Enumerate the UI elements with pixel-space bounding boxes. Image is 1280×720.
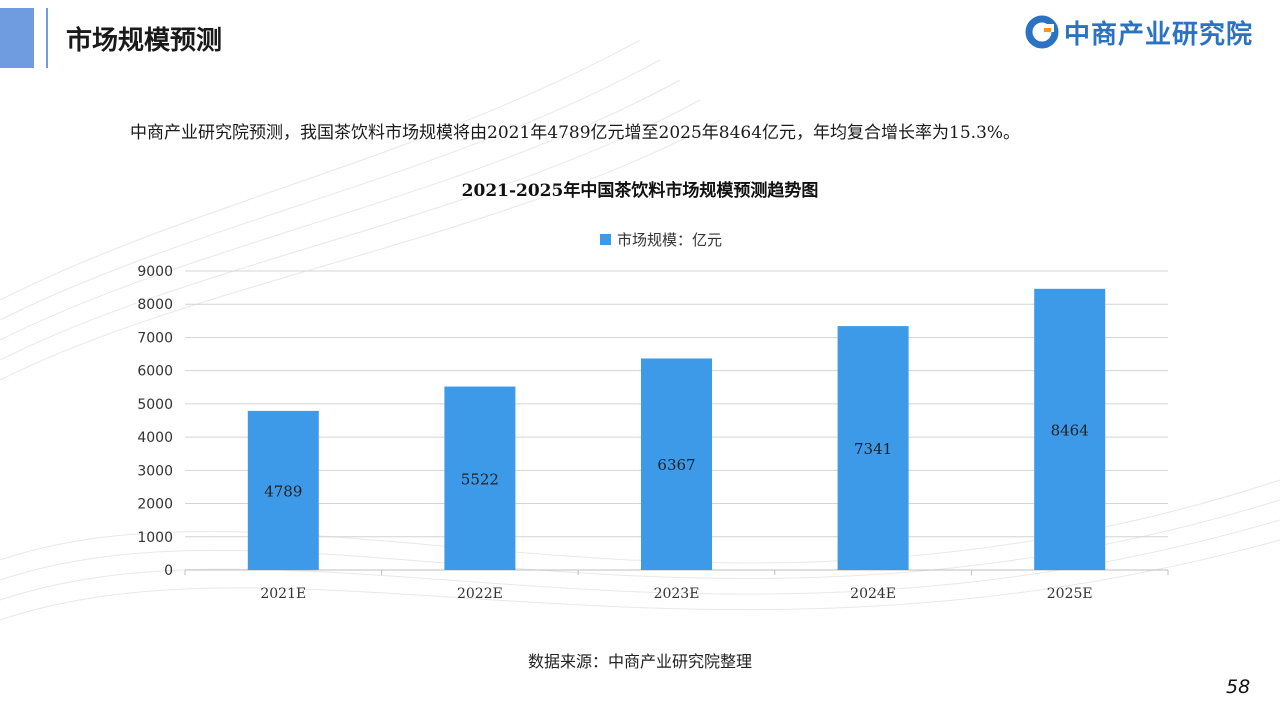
y-tick-label: 6000 — [137, 364, 173, 380]
bar — [837, 326, 909, 570]
y-tick-label: 8000 — [137, 297, 173, 313]
x-tick-label: 2025E — [1047, 586, 1093, 602]
legend-swatch — [600, 234, 611, 245]
x-tick-label: 2022E — [457, 586, 503, 602]
x-tick-label: 2021E — [260, 586, 306, 602]
company-logo: 中商产业研究院 — [1024, 10, 1253, 54]
data-label: 8464 — [1051, 421, 1089, 439]
page-title: 市场规模预测 — [66, 26, 223, 56]
bar — [641, 358, 712, 570]
y-tick-label: 5000 — [137, 397, 173, 413]
chart-legend: 市场规模：亿元 — [600, 229, 722, 250]
data-label: 4789 — [264, 482, 302, 500]
data-label: 7341 — [854, 440, 892, 458]
y-tick-label: 4000 — [137, 430, 173, 446]
summary-text: 中商产业研究院预测，我国茶饮料市场规模将由2021年4789亿元增至2025年8… — [130, 123, 1021, 143]
y-tick-label: 3000 — [137, 463, 173, 479]
header-accent-line — [46, 8, 48, 68]
logo-text: 中商产业研究院 — [1064, 19, 1254, 50]
data-source: 数据来源：中商产业研究院整理 — [527, 652, 752, 671]
page-number: 58 — [1226, 676, 1251, 698]
header-accent-block — [0, 8, 34, 68]
y-tick-label: 2000 — [137, 497, 173, 513]
logo-icon — [1025, 15, 1059, 49]
x-tick-label: 2024E — [850, 586, 896, 602]
chart-title: 2021-2025年中国茶饮料市场规模预测趋势图 — [461, 181, 819, 201]
y-tick-label: 0 — [164, 563, 173, 579]
data-label: 6367 — [657, 456, 695, 474]
bar — [247, 410, 319, 570]
x-tick-label: 2023E — [654, 586, 700, 602]
bar — [1034, 288, 1106, 570]
y-tick-label: 7000 — [137, 330, 173, 346]
data-label: 5522 — [461, 470, 499, 488]
legend-label: 市场规模：亿元 — [617, 231, 723, 249]
y-tick-label: 9000 — [137, 264, 173, 280]
y-tick-label: 1000 — [137, 530, 173, 546]
bar — [444, 386, 516, 570]
